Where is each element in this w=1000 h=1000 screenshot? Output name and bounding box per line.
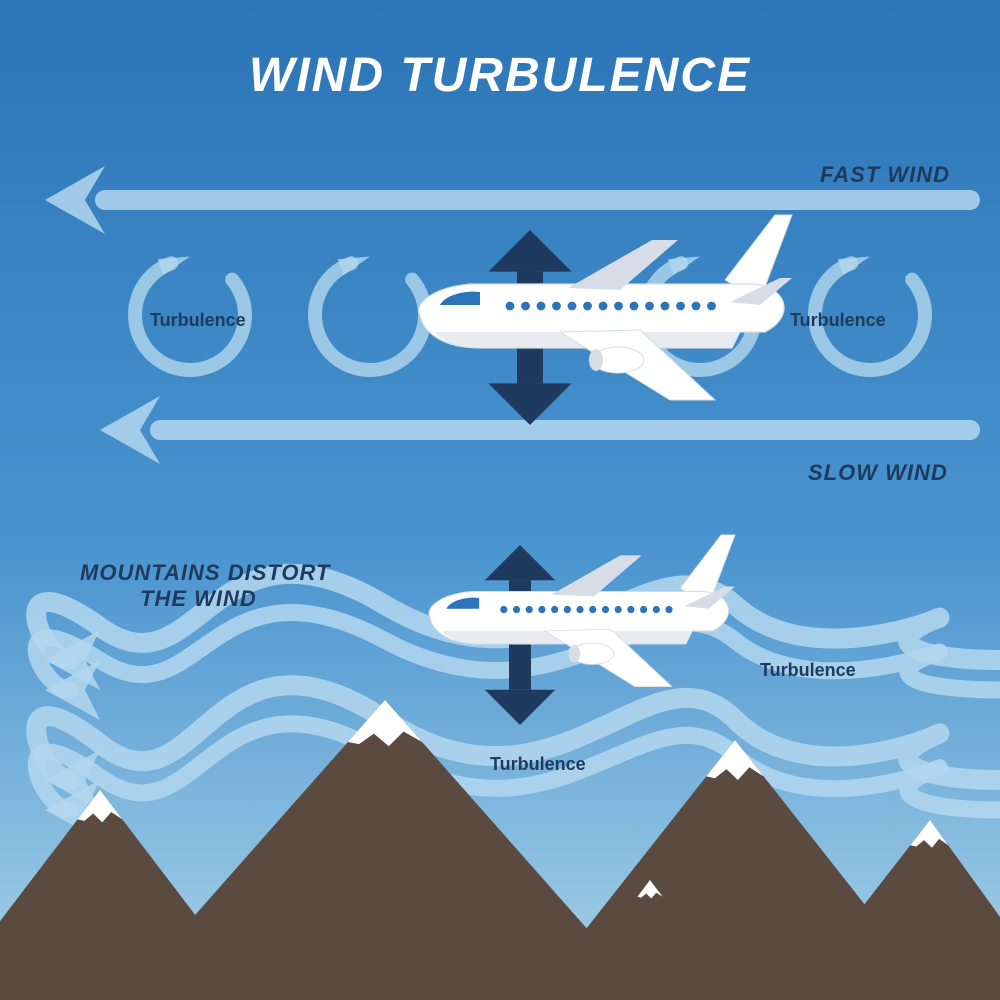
infographic-canvas: WIND TURBULENCE FAST WIND SLOW WIND MOUN…: [0, 0, 1000, 1000]
fast-wind-label: FAST WIND: [820, 162, 950, 188]
scene-svg: [0, 0, 1000, 1000]
turbulence-label-3: Turbulence: [760, 660, 856, 681]
turbulence-label-4: Turbulence: [490, 754, 586, 775]
turbulence-label-1: Turbulence: [150, 310, 246, 331]
slow-wind-label: SLOW WIND: [808, 460, 948, 486]
turbulence-label-2: Turbulence: [790, 310, 886, 331]
main-title: WIND TURBULENCE: [0, 48, 1000, 103]
mountains-label-line2: THE WIND: [80, 586, 257, 611]
mountains-label: MOUNTAINS DISTORT THE WIND: [80, 560, 330, 612]
mountains-label-line1: MOUNTAINS DISTORT: [80, 560, 330, 585]
